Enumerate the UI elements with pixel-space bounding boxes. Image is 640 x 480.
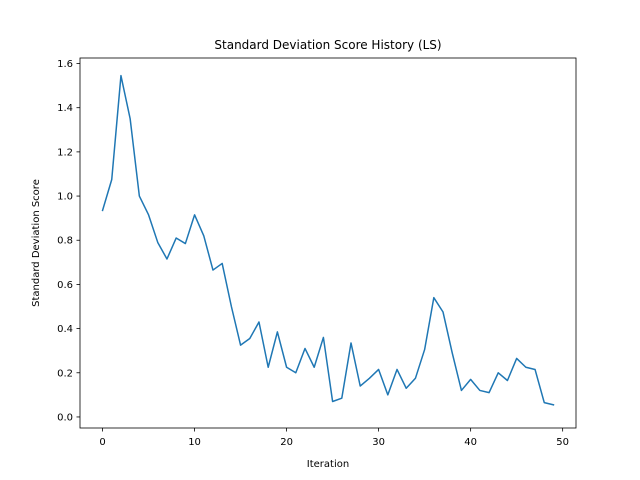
x-axis-label: Iteration <box>307 459 349 470</box>
y-tick-label: 1.2 <box>57 147 73 158</box>
y-axis-ticks: 0.0 0.2 0.4 0.6 0.8 1.0 1.2 1.4 1.6 <box>57 59 80 423</box>
x-tick-label: 30 <box>372 437 385 448</box>
y-tick-label: 0.2 <box>57 368 73 379</box>
y-tick-label: 0.8 <box>57 236 73 247</box>
x-tick-label: 0 <box>99 437 105 448</box>
y-tick-label: 1.0 <box>57 192 73 203</box>
x-tick-label: 10 <box>188 437 201 448</box>
y-tick-label: 1.6 <box>57 59 73 70</box>
y-axis-label: Standard Deviation Score <box>31 179 42 307</box>
y-tick-label: 0.4 <box>57 324 73 335</box>
x-tick-label: 20 <box>280 437 293 448</box>
y-tick-label: 0.0 <box>57 412 73 423</box>
series-line <box>101 74 555 406</box>
chart-title: Standard Deviation Score History (LS) <box>214 38 441 52</box>
plot-frame <box>79 57 577 429</box>
x-axis-ticks: 0 10 20 30 40 50 <box>99 428 569 448</box>
x-tick-label: 50 <box>556 437 569 448</box>
y-tick-label: 1.4 <box>57 103 73 114</box>
y-tick-label: 0.6 <box>57 280 73 291</box>
x-tick-label: 40 <box>464 437 477 448</box>
